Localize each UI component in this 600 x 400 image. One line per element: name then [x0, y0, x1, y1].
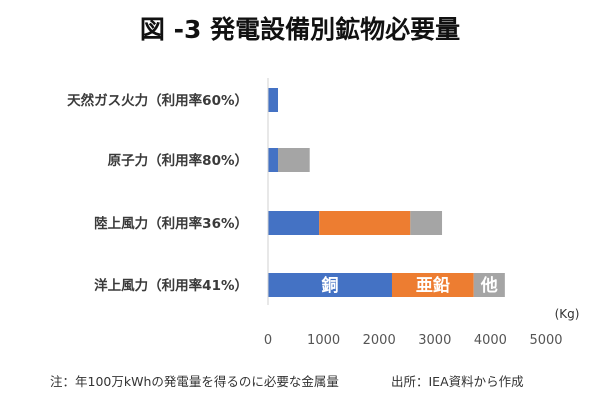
bar-segment [268, 273, 392, 297]
series-label: 他 [480, 275, 498, 296]
bars: 銅 亜鉛 他 [268, 88, 505, 297]
x-tick-label: 4000 [474, 333, 507, 348]
bar-segment [473, 273, 505, 297]
x-tick-label: 1000 [307, 333, 340, 348]
category-labels: 天然ガス火力（利用率60%） 原子力（利用率80%） 陸上風力（利用率36%） 洋上風… [67, 92, 248, 294]
bar-segment [278, 148, 310, 172]
x-tick-label: 0 [264, 333, 272, 348]
category-label: 陸上風力（利用率36%） [94, 215, 248, 232]
footnote: 注：年100万kWhの発電量を得るのに必要な金属量 [50, 374, 339, 389]
series-label: 亜鉛 [416, 275, 450, 296]
bar-segment [268, 211, 320, 235]
x-axis: 0 1000 2000 3000 4000 5000 [264, 78, 563, 348]
category-label: 原子力（利用率80%） [108, 152, 248, 169]
x-tick-label: 3000 [418, 333, 451, 348]
x-tick-label: 2000 [363, 333, 396, 348]
chart-title: 図 -3 発電設備別鉱物必要量 [140, 15, 460, 44]
series-label: 銅 [321, 275, 338, 296]
bar-segment [410, 211, 443, 235]
category-label: 天然ガス火力（利用率60%） [67, 92, 248, 109]
bar-segment [268, 148, 279, 172]
category-label: 洋上風力（利用率41%） [94, 277, 248, 294]
x-tick-label: 5000 [529, 333, 562, 348]
bar-segment [391, 273, 474, 297]
bar-segment [319, 211, 411, 235]
source-note: 出所：IEA資料から作成 [391, 374, 524, 389]
unit-label: (Kg) [555, 307, 580, 321]
bar-segment [268, 88, 279, 112]
